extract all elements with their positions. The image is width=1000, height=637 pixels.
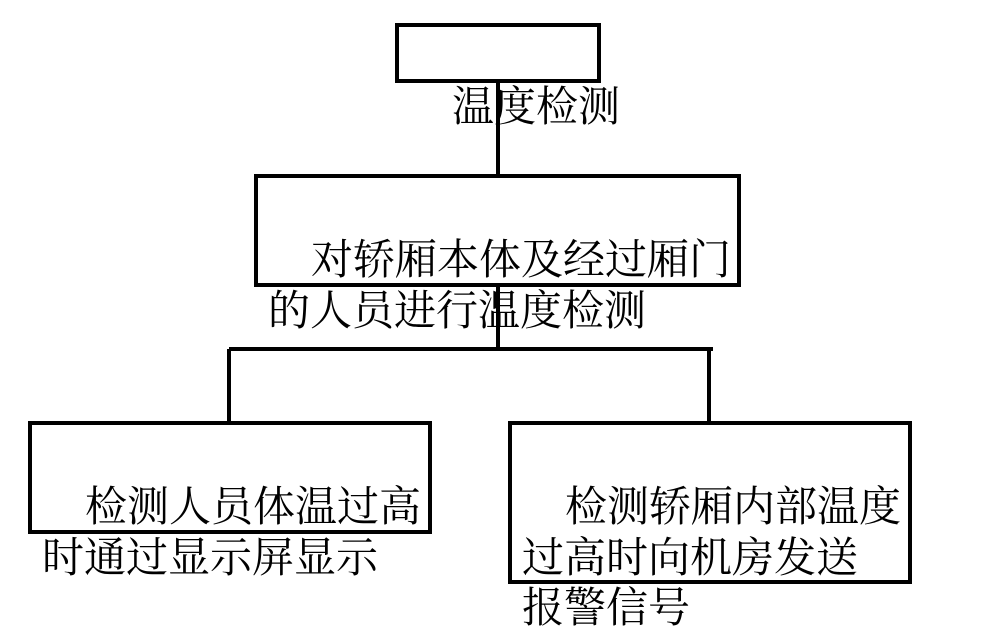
flowchart-edge (496, 83, 500, 174)
flowchart-stage: 温度检测 对轿厢本体及经过厢门 的人员进行温度检测 检测人员体温过高 时通过显示… (0, 0, 1000, 637)
flowchart-node-left: 检测人员体温过高 时通过显示屏显示 (28, 421, 432, 534)
flowchart-edge (707, 349, 711, 421)
flowchart-node-mid: 对轿厢本体及经过厢门 的人员进行温度检测 (254, 174, 741, 287)
flowchart-edge (229, 347, 713, 351)
flowchart-node-left-label: 检测人员体温过高 时通过显示屏显示 (42, 474, 421, 584)
flowchart-node-root-label: 温度检测 (452, 74, 620, 134)
flowchart-edge (227, 349, 231, 421)
flowchart-node-root: 温度检测 (395, 23, 601, 83)
flowchart-node-right: 检测轿厢内部温度 过高时向机房发送 报警信号 (508, 421, 912, 584)
flowchart-edge (496, 287, 500, 349)
flowchart-node-right-label: 检测轿厢内部温度 过高时向机房发送 报警信号 (522, 474, 901, 635)
